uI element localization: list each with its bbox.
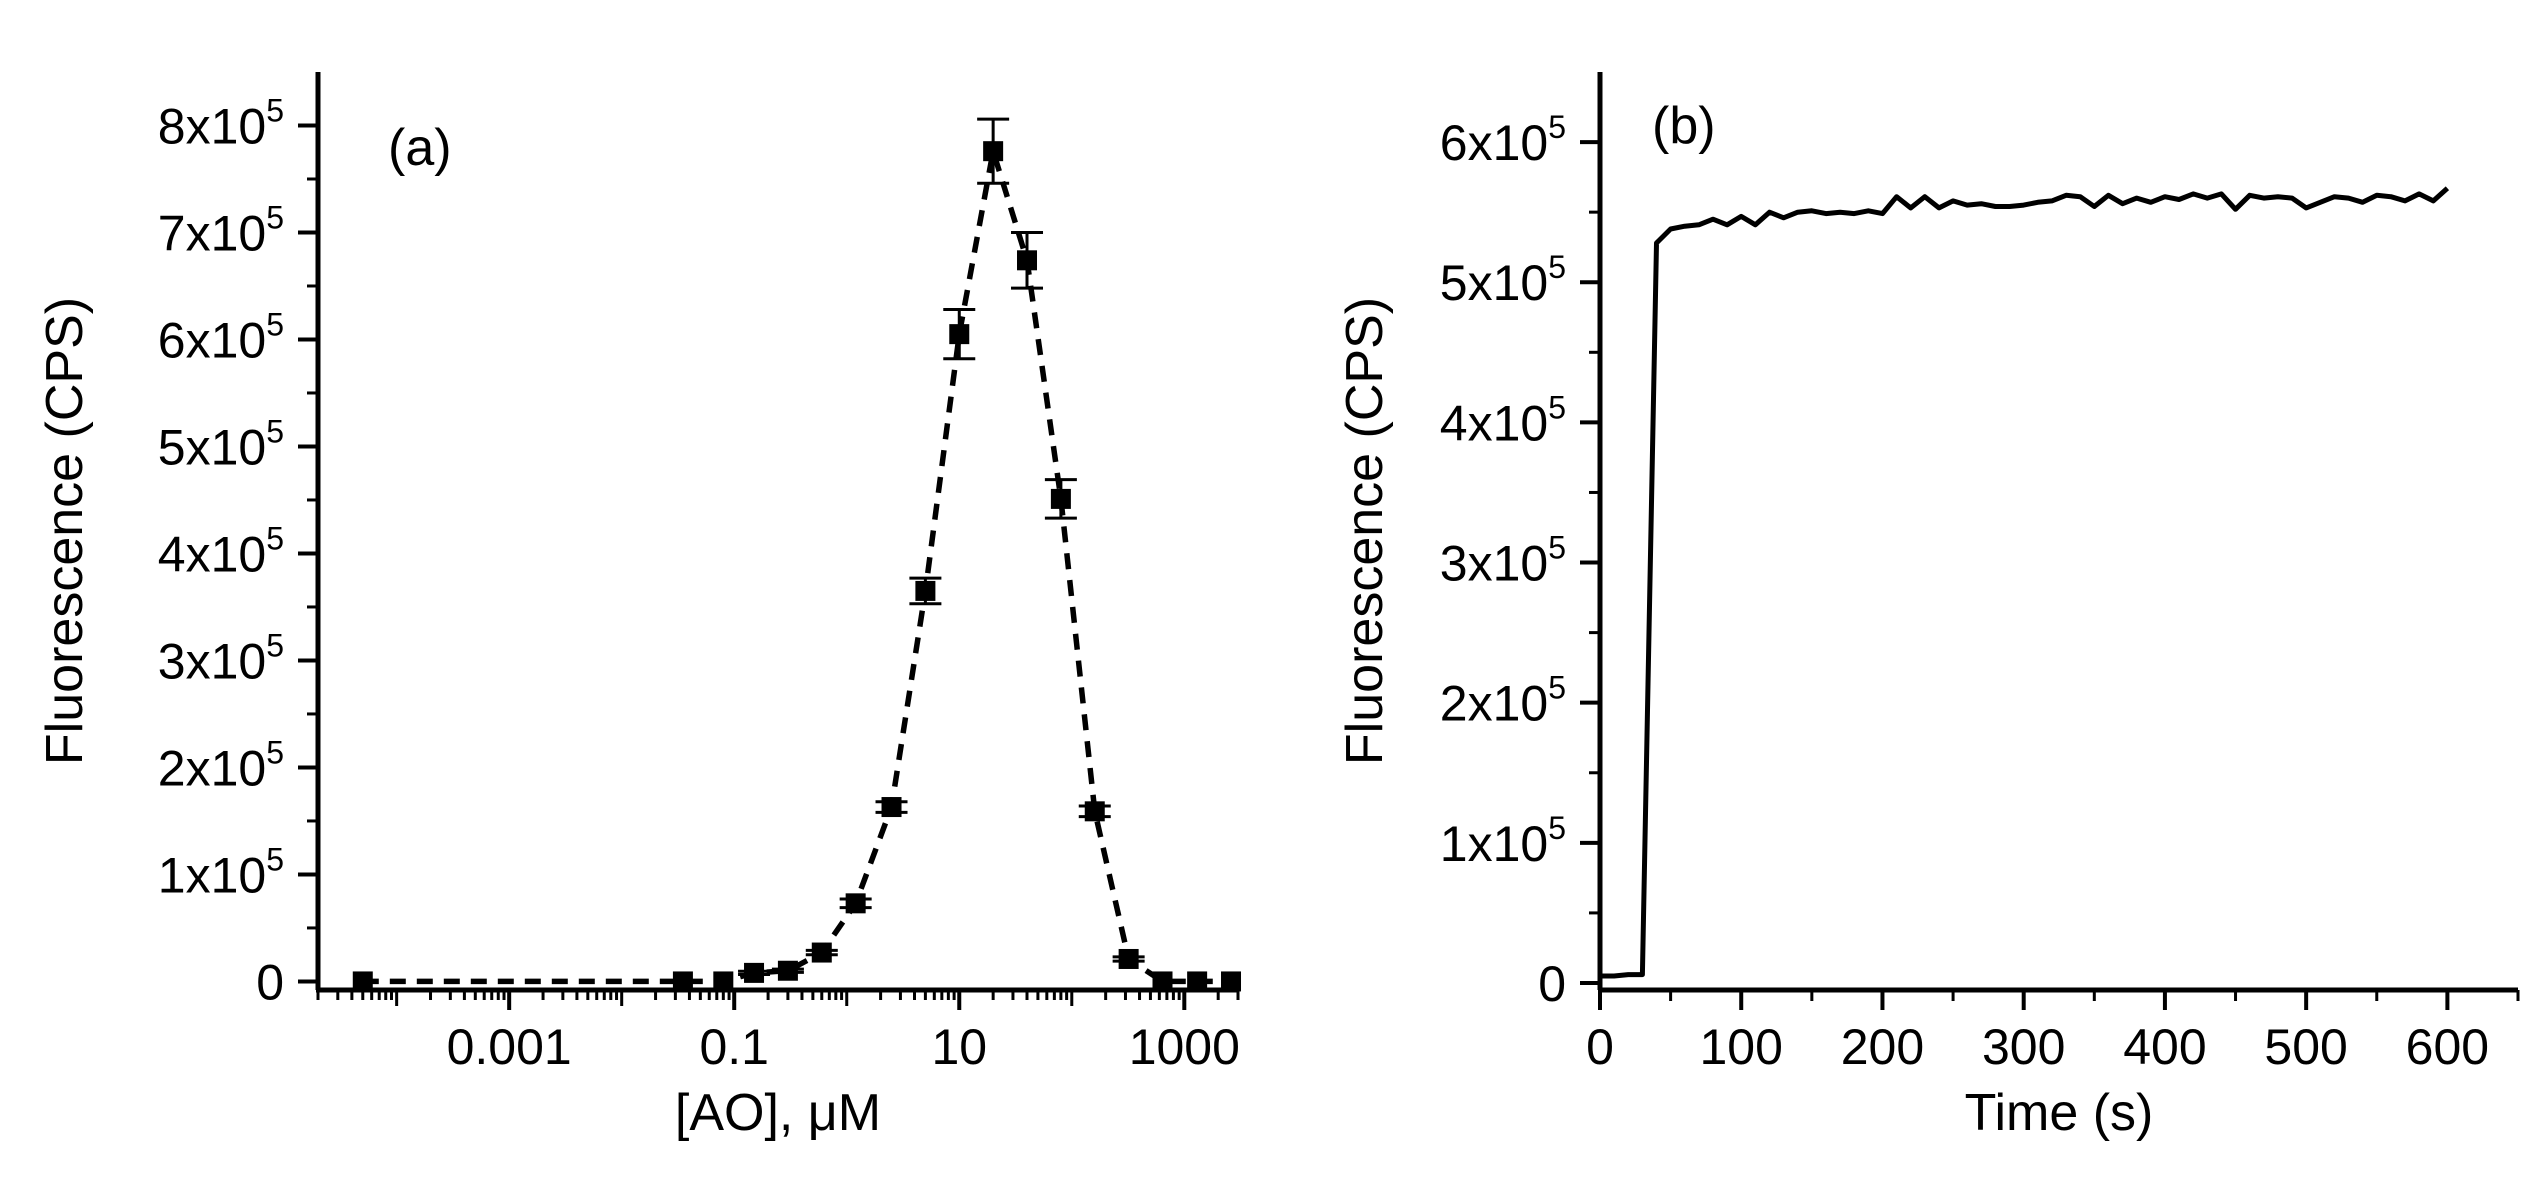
y-tick-label: 5x105: [158, 413, 284, 475]
y-tick-label-exponent: 5: [266, 306, 284, 342]
fit-curve-dashed: [362, 148, 1231, 985]
y-tick-label-mantissa: 6x10: [1440, 115, 1548, 171]
y-tick-label-mantissa: 3x10: [1440, 536, 1548, 592]
data-point: [1017, 250, 1038, 271]
y-tick-label-mantissa: 4x10: [1440, 395, 1548, 451]
panel-label: (a): [388, 119, 452, 177]
data-point: [1118, 948, 1139, 969]
data-point: [983, 141, 1004, 162]
x-tick-label: 500: [2264, 1019, 2347, 1075]
x-tick-label: 300: [1982, 1019, 2065, 1075]
y-tick-label: 4x105: [1440, 389, 1566, 451]
panel-label: (b): [1652, 97, 1716, 155]
y-tick-label-mantissa: 5x10: [158, 419, 266, 475]
y-tick-label-mantissa: 0: [1538, 956, 1566, 1012]
data-point: [811, 942, 832, 963]
x-tick-label: 1000: [1129, 1019, 1240, 1075]
data-point: [352, 971, 373, 992]
y-tick-label: 6x105: [158, 306, 284, 368]
y-tick-label-mantissa: 0: [256, 954, 284, 1010]
y-tick-label-mantissa: 6x10: [158, 312, 266, 368]
y-tick-label: 4x105: [158, 520, 284, 582]
y-tick-label-mantissa: 1x10: [158, 847, 266, 903]
y-axis-label: Fluorescence (CPS): [36, 297, 94, 765]
y-tick-label-mantissa: 2x10: [158, 740, 266, 796]
data-point: [672, 971, 693, 992]
y-tick-label-mantissa: 1x10: [1440, 816, 1548, 872]
x-tick-label: 10: [931, 1019, 987, 1075]
x-tick-label: 600: [2406, 1019, 2489, 1075]
y-tick-label: 2x105: [1440, 670, 1566, 732]
y-tick-label-exponent: 5: [1548, 810, 1566, 846]
y-tick-label-exponent: 5: [1548, 109, 1566, 145]
y-tick-label-exponent: 5: [266, 520, 284, 556]
x-tick-label: 200: [1841, 1019, 1924, 1075]
y-tick-label: 5x105: [1440, 249, 1566, 311]
y-tick-label-exponent: 5: [1548, 389, 1566, 425]
x-tick-label: 0.001: [447, 1019, 572, 1075]
y-tick-label: 0: [1538, 956, 1566, 1012]
data-point: [1084, 801, 1105, 822]
data-point: [1152, 971, 1173, 992]
data-point: [915, 580, 936, 601]
y-tick-label-mantissa: 5x10: [1440, 255, 1548, 311]
y-tick-label-exponent: 5: [1548, 670, 1566, 706]
y-tick-label: 7x105: [158, 199, 284, 261]
data-point: [713, 971, 734, 992]
data-point: [949, 324, 970, 345]
x-tick-label: 400: [2123, 1019, 2206, 1075]
y-tick-label-exponent: 5: [1548, 530, 1566, 566]
data-point: [777, 960, 798, 981]
y-tick-label: 1x105: [158, 841, 284, 903]
x-axis-label: Time (s): [1965, 1084, 2154, 1142]
data-point: [1050, 488, 1071, 509]
y-tick-label: 3x105: [1440, 530, 1566, 592]
y-tick-label: 3x105: [158, 627, 284, 689]
data-point: [744, 962, 765, 983]
data-point: [845, 893, 866, 914]
y-axis-label: Fluorescence (CPS): [1336, 297, 1394, 765]
data-point: [881, 797, 902, 818]
y-tick-label-mantissa: 3x10: [158, 633, 266, 689]
y-tick-label: 6x105: [1440, 109, 1566, 171]
x-tick-label: 0.1: [699, 1019, 769, 1075]
y-tick-label-exponent: 5: [266, 413, 284, 449]
y-tick-label-exponent: 5: [1548, 249, 1566, 285]
y-tick-label-exponent: 5: [266, 734, 284, 770]
y-tick-label-mantissa: 4x10: [158, 526, 266, 582]
y-tick-label-mantissa: 2x10: [1440, 676, 1548, 732]
fluorescence-time-trace: [1600, 186, 2450, 979]
y-tick-label-mantissa: 7x10: [158, 205, 266, 261]
data-point: [1221, 971, 1242, 992]
y-tick-label-mantissa: 8x10: [158, 98, 266, 154]
x-tick-label: 100: [1700, 1019, 1783, 1075]
y-tick-label-exponent: 5: [266, 92, 284, 128]
y-tick-label-exponent: 5: [266, 199, 284, 235]
y-tick-label: 2x105: [158, 734, 284, 796]
panel-a: 01x1052x1053x1054x1055x1056x1057x1058x10…: [36, 72, 1242, 1142]
data-point: [1187, 971, 1208, 992]
y-tick-label: 1x105: [1440, 810, 1566, 872]
y-tick-label-exponent: 5: [266, 627, 284, 663]
x-tick-label: 0: [1586, 1019, 1614, 1075]
y-tick-label: 8x105: [158, 92, 284, 154]
y-tick-label-exponent: 5: [266, 841, 284, 877]
x-axis-label: [AO], μM: [675, 1084, 881, 1142]
y-tick-label: 0: [256, 954, 284, 1010]
